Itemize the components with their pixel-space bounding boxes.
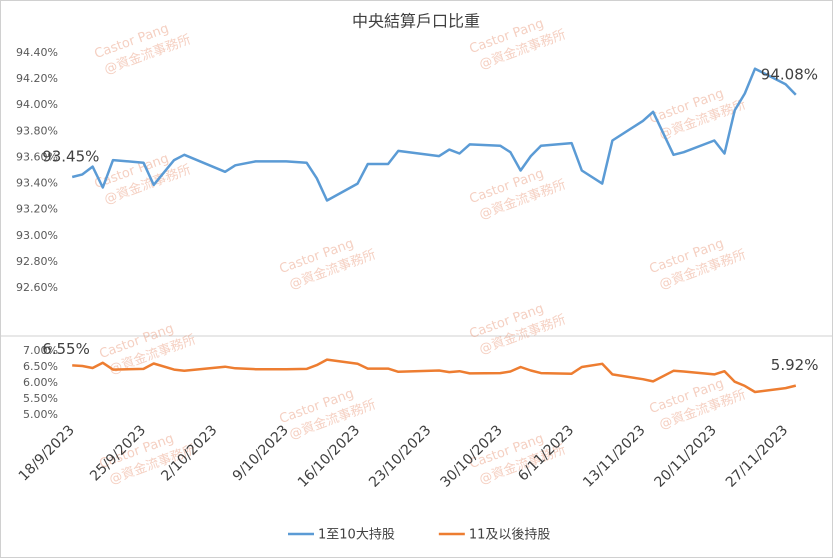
data-label: 5.92% bbox=[771, 356, 819, 374]
y-tick-label: 7.00% bbox=[23, 344, 58, 357]
y-tick-label: 94.20% bbox=[16, 72, 58, 85]
data-label: 94.08% bbox=[761, 65, 818, 83]
y-tick-label: 92.60% bbox=[16, 281, 58, 294]
series-line bbox=[72, 358, 797, 394]
y-tick-label: 93.00% bbox=[16, 229, 58, 242]
legend-label: 1至10大持股 bbox=[318, 528, 395, 543]
y-tick-label: 5.50% bbox=[23, 392, 58, 405]
y-tick-label: 93.40% bbox=[16, 177, 58, 190]
data-label: 93.45% bbox=[42, 148, 99, 166]
y-tick-label: 93.80% bbox=[16, 124, 58, 137]
series-line bbox=[71, 67, 797, 202]
chart-title: 中央結算戶口比重 bbox=[352, 12, 480, 31]
y-tick-label: 6.00% bbox=[23, 376, 58, 389]
data-label: 6.55% bbox=[42, 340, 90, 358]
y-tick-label: 93.20% bbox=[16, 203, 58, 216]
y-tick-label: 94.00% bbox=[16, 98, 58, 111]
y-tick-label: 92.80% bbox=[16, 255, 58, 268]
y-tick-label: 94.40% bbox=[16, 46, 58, 59]
y-tick-label: 6.50% bbox=[23, 360, 58, 373]
y-tick-label: 5.00% bbox=[23, 408, 58, 421]
legend-label: 11及以後持股 bbox=[469, 528, 551, 543]
y-tick-label: 93.60% bbox=[16, 150, 58, 163]
